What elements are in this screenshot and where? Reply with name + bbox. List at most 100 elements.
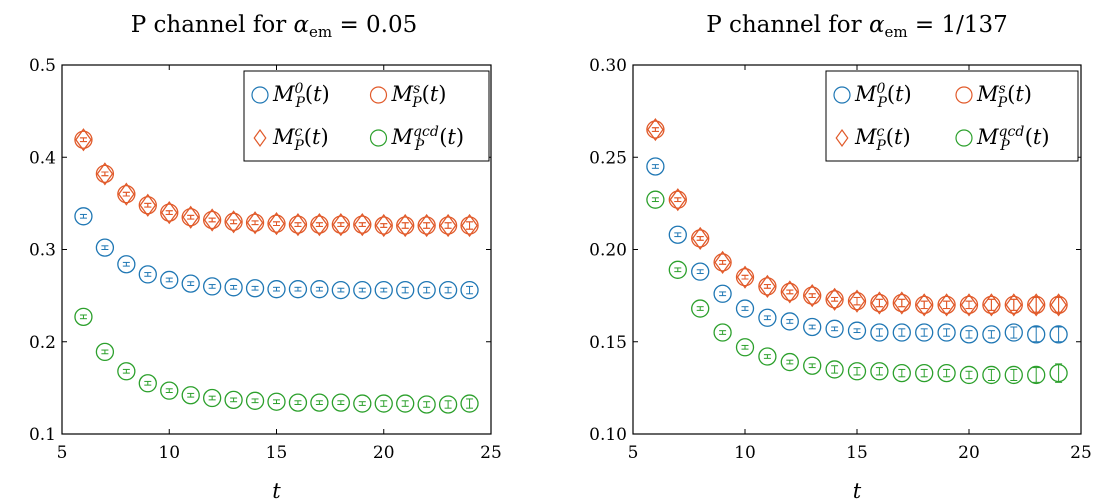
- data-point: [915, 323, 934, 342]
- data-point: [374, 216, 393, 235]
- data-point: [245, 391, 265, 410]
- legend-label-3: Mqcd P (t): [976, 124, 1050, 154]
- data-point: [202, 277, 222, 296]
- data-point: [937, 363, 956, 383]
- data-point: [736, 265, 754, 289]
- data-point: [646, 157, 665, 176]
- data-point: [138, 374, 157, 393]
- y-tick-label: 0.20: [589, 241, 627, 261]
- x-tick-label: 15: [846, 443, 868, 463]
- data-point: [417, 280, 436, 300]
- legend-marker: [369, 129, 388, 147]
- data-point: [960, 293, 978, 317]
- data-point: [803, 286, 822, 305]
- data-point: [438, 280, 458, 300]
- data-point: [1004, 295, 1023, 315]
- data-point: [959, 325, 979, 344]
- data-point: [1004, 365, 1023, 385]
- data-point: [892, 293, 911, 313]
- data-point: [1050, 293, 1067, 317]
- data-point: [460, 216, 479, 235]
- data-point: [780, 352, 799, 372]
- data-point: [669, 188, 687, 212]
- legend-box: [243, 70, 490, 162]
- data-point: [224, 278, 243, 297]
- data-point: [75, 128, 92, 152]
- legend-item-0: M0 P(t): [833, 81, 912, 111]
- data-point: [1027, 325, 1046, 344]
- y-tick-label: 0.5: [29, 56, 56, 76]
- data-point: [202, 388, 222, 408]
- data-point: [668, 190, 687, 209]
- data-point: [460, 394, 479, 413]
- data-point: [331, 280, 351, 300]
- data-point: [668, 225, 687, 244]
- data-point: [915, 295, 934, 315]
- data-point: [959, 295, 979, 315]
- data-point: [117, 255, 136, 274]
- data-point: [870, 323, 889, 342]
- data-point: [160, 200, 178, 225]
- data-point: [353, 280, 372, 300]
- data-point: [1049, 295, 1068, 315]
- data-point: [691, 226, 709, 251]
- data-point: [646, 190, 665, 209]
- data-point: [983, 293, 1000, 317]
- data-point: [892, 363, 911, 383]
- data-point: [245, 279, 265, 298]
- chart-title: P channel for αem = 0.05: [131, 12, 418, 41]
- y-tick-label: 0.4: [29, 148, 56, 168]
- data-point: [825, 290, 844, 309]
- data-point: [1004, 323, 1023, 342]
- legend-label-1: Ms P(t): [976, 81, 1032, 111]
- data-point: [353, 215, 372, 234]
- data-point: [438, 395, 458, 414]
- data-point: [871, 291, 888, 315]
- data-point: [1027, 365, 1046, 385]
- data-point: [138, 196, 157, 215]
- data-point: [646, 120, 665, 139]
- data-point: [353, 394, 372, 413]
- x-tick-label: 15: [266, 443, 288, 463]
- data-point: [288, 215, 308, 234]
- data-point: [780, 282, 799, 302]
- data-point: [310, 280, 329, 299]
- legend-item-3: Mqcd P (t): [369, 124, 464, 154]
- data-point: [691, 229, 710, 248]
- data-point: [691, 299, 710, 318]
- data-point: [203, 208, 221, 232]
- data-point: [847, 321, 867, 340]
- chart-alpha-0p05: P channel for αem = 0.05 5 10 15 20 25 0.1 0.2 0…: [29, 12, 502, 501]
- legend-marker: [253, 128, 267, 148]
- data-point: [735, 268, 755, 287]
- data-point: [982, 365, 1001, 385]
- y-tick-label: 0.3: [29, 241, 56, 261]
- data-point: [310, 393, 329, 412]
- data-point: [847, 292, 867, 311]
- data-point: [870, 362, 889, 381]
- data-point: [396, 280, 415, 300]
- chart-title: P channel for αem = 1/137: [706, 12, 1008, 41]
- data-point: [310, 215, 329, 234]
- data-point: [374, 280, 393, 300]
- data-point: [825, 360, 844, 379]
- data-point: [915, 363, 934, 383]
- legend-item-1: Ms P(t): [955, 81, 1032, 111]
- data-point: [647, 117, 664, 142]
- x-tick-label: 20: [958, 443, 980, 463]
- data-point: [288, 393, 308, 412]
- data-point: [95, 238, 115, 257]
- legend-marker: [955, 86, 973, 104]
- data-point: [714, 250, 731, 275]
- data-point: [182, 205, 200, 229]
- data-point: [1027, 295, 1046, 315]
- series-0: [646, 157, 1068, 344]
- data-point: [713, 253, 732, 272]
- data-point: [691, 262, 710, 281]
- data-point: [224, 390, 243, 410]
- y-tick-label: 0.30: [589, 56, 627, 76]
- data-point: [937, 295, 956, 315]
- data-point: [461, 213, 478, 238]
- data-point: [758, 347, 777, 366]
- data-point: [96, 162, 114, 186]
